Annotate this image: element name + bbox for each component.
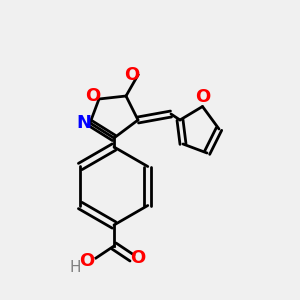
Text: O: O <box>195 88 210 106</box>
Text: N: N <box>76 114 92 132</box>
Text: O: O <box>124 66 140 84</box>
Text: H: H <box>69 260 81 274</box>
Text: O: O <box>85 87 100 105</box>
Text: O: O <box>80 252 94 270</box>
Text: O: O <box>130 249 146 267</box>
